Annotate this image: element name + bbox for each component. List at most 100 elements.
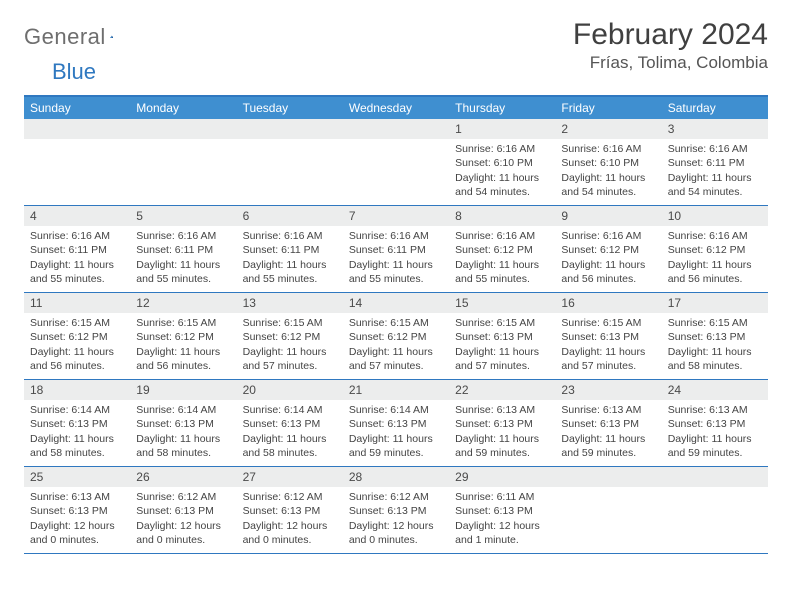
brand-part2: Blue [24, 59, 96, 85]
sunset-line: Sunset: 6:10 PM [455, 156, 549, 170]
day-cell: 9Sunrise: 6:16 AMSunset: 6:12 PMDaylight… [555, 206, 661, 292]
day-cell: 14Sunrise: 6:15 AMSunset: 6:12 PMDayligh… [343, 293, 449, 379]
day-number: 10 [662, 206, 768, 226]
day-details: Sunrise: 6:16 AMSunset: 6:10 PMDaylight:… [449, 139, 555, 205]
sunset-line: Sunset: 6:10 PM [561, 156, 655, 170]
day-number: 18 [24, 380, 130, 400]
day-details: Sunrise: 6:12 AMSunset: 6:13 PMDaylight:… [237, 487, 343, 553]
daylight-line: Daylight: 11 hours and 55 minutes. [349, 258, 443, 286]
day-number: 20 [237, 380, 343, 400]
daylight-line: Daylight: 11 hours and 57 minutes. [561, 345, 655, 373]
day-number: 6 [237, 206, 343, 226]
day-number [343, 119, 449, 139]
day-details: Sunrise: 6:15 AMSunset: 6:12 PMDaylight:… [237, 313, 343, 379]
weekday-header: Friday [555, 97, 661, 119]
sunset-line: Sunset: 6:13 PM [455, 504, 549, 518]
day-number: 28 [343, 467, 449, 487]
day-number: 25 [24, 467, 130, 487]
day-cell: 11Sunrise: 6:15 AMSunset: 6:12 PMDayligh… [24, 293, 130, 379]
day-number: 15 [449, 293, 555, 313]
sunrise-line: Sunrise: 6:15 AM [136, 316, 230, 330]
sunrise-line: Sunrise: 6:16 AM [136, 229, 230, 243]
sunset-line: Sunset: 6:13 PM [243, 504, 337, 518]
day-cell: 15Sunrise: 6:15 AMSunset: 6:13 PMDayligh… [449, 293, 555, 379]
day-number: 24 [662, 380, 768, 400]
sunset-line: Sunset: 6:12 PM [349, 330, 443, 344]
day-details: Sunrise: 6:13 AMSunset: 6:13 PMDaylight:… [449, 400, 555, 466]
sunrise-line: Sunrise: 6:16 AM [668, 142, 762, 156]
sunset-line: Sunset: 6:11 PM [243, 243, 337, 257]
day-number: 5 [130, 206, 236, 226]
day-details: Sunrise: 6:14 AMSunset: 6:13 PMDaylight:… [130, 400, 236, 466]
sunset-line: Sunset: 6:12 PM [243, 330, 337, 344]
day-number: 16 [555, 293, 661, 313]
daylight-line: Daylight: 12 hours and 0 minutes. [349, 519, 443, 547]
sunset-line: Sunset: 6:13 PM [30, 504, 124, 518]
daylight-line: Daylight: 12 hours and 0 minutes. [136, 519, 230, 547]
daylight-line: Daylight: 11 hours and 58 minutes. [136, 432, 230, 460]
sunset-line: Sunset: 6:13 PM [668, 417, 762, 431]
day-number: 12 [130, 293, 236, 313]
day-number: 26 [130, 467, 236, 487]
sunrise-line: Sunrise: 6:15 AM [561, 316, 655, 330]
day-details: Sunrise: 6:12 AMSunset: 6:13 PMDaylight:… [130, 487, 236, 553]
day-details: Sunrise: 6:14 AMSunset: 6:13 PMDaylight:… [343, 400, 449, 466]
sunrise-line: Sunrise: 6:13 AM [668, 403, 762, 417]
day-number [662, 467, 768, 487]
day-details: Sunrise: 6:16 AMSunset: 6:12 PMDaylight:… [662, 226, 768, 292]
day-details: Sunrise: 6:13 AMSunset: 6:13 PMDaylight:… [555, 400, 661, 466]
daylight-line: Daylight: 11 hours and 55 minutes. [30, 258, 124, 286]
daylight-line: Daylight: 11 hours and 57 minutes. [243, 345, 337, 373]
daylight-line: Daylight: 11 hours and 56 minutes. [136, 345, 230, 373]
day-details: Sunrise: 6:13 AMSunset: 6:13 PMDaylight:… [662, 400, 768, 466]
daylight-line: Daylight: 11 hours and 57 minutes. [349, 345, 443, 373]
day-cell: 1Sunrise: 6:16 AMSunset: 6:10 PMDaylight… [449, 119, 555, 205]
daylight-line: Daylight: 11 hours and 59 minutes. [668, 432, 762, 460]
sunset-line: Sunset: 6:13 PM [561, 330, 655, 344]
sunrise-line: Sunrise: 6:12 AM [136, 490, 230, 504]
day-cell: 27Sunrise: 6:12 AMSunset: 6:13 PMDayligh… [237, 467, 343, 553]
daylight-line: Daylight: 11 hours and 55 minutes. [455, 258, 549, 286]
day-number: 23 [555, 380, 661, 400]
day-cell: 28Sunrise: 6:12 AMSunset: 6:13 PMDayligh… [343, 467, 449, 553]
day-cell: 7Sunrise: 6:16 AMSunset: 6:11 PMDaylight… [343, 206, 449, 292]
sunrise-line: Sunrise: 6:16 AM [561, 142, 655, 156]
day-details: Sunrise: 6:12 AMSunset: 6:13 PMDaylight:… [343, 487, 449, 553]
sunset-line: Sunset: 6:13 PM [136, 417, 230, 431]
sunrise-line: Sunrise: 6:15 AM [243, 316, 337, 330]
daylight-line: Daylight: 11 hours and 58 minutes. [668, 345, 762, 373]
day-details: Sunrise: 6:15 AMSunset: 6:13 PMDaylight:… [662, 313, 768, 379]
day-cell: 5Sunrise: 6:16 AMSunset: 6:11 PMDaylight… [130, 206, 236, 292]
daylight-line: Daylight: 11 hours and 54 minutes. [561, 171, 655, 199]
sunset-line: Sunset: 6:13 PM [136, 504, 230, 518]
day-number: 17 [662, 293, 768, 313]
empty-cell [130, 119, 236, 205]
day-number: 13 [237, 293, 343, 313]
day-details: Sunrise: 6:15 AMSunset: 6:13 PMDaylight:… [555, 313, 661, 379]
daylight-line: Daylight: 11 hours and 56 minutes. [30, 345, 124, 373]
daylight-line: Daylight: 11 hours and 54 minutes. [455, 171, 549, 199]
sunrise-line: Sunrise: 6:16 AM [455, 229, 549, 243]
day-cell: 10Sunrise: 6:16 AMSunset: 6:12 PMDayligh… [662, 206, 768, 292]
sunrise-line: Sunrise: 6:16 AM [349, 229, 443, 243]
weekday-header: Monday [130, 97, 236, 119]
day-number: 22 [449, 380, 555, 400]
day-details: Sunrise: 6:16 AMSunset: 6:12 PMDaylight:… [555, 226, 661, 292]
day-details: Sunrise: 6:16 AMSunset: 6:11 PMDaylight:… [237, 226, 343, 292]
day-details: Sunrise: 6:13 AMSunset: 6:13 PMDaylight:… [24, 487, 130, 553]
sunset-line: Sunset: 6:13 PM [349, 504, 443, 518]
sunset-line: Sunset: 6:12 PM [668, 243, 762, 257]
sunrise-line: Sunrise: 6:16 AM [455, 142, 549, 156]
daylight-line: Daylight: 11 hours and 59 minutes. [455, 432, 549, 460]
day-cell: 8Sunrise: 6:16 AMSunset: 6:12 PMDaylight… [449, 206, 555, 292]
day-details: Sunrise: 6:16 AMSunset: 6:11 PMDaylight:… [130, 226, 236, 292]
sunrise-line: Sunrise: 6:14 AM [30, 403, 124, 417]
day-number: 1 [449, 119, 555, 139]
day-details: Sunrise: 6:16 AMSunset: 6:10 PMDaylight:… [555, 139, 661, 205]
day-cell: 19Sunrise: 6:14 AMSunset: 6:13 PMDayligh… [130, 380, 236, 466]
sunset-line: Sunset: 6:12 PM [136, 330, 230, 344]
sunrise-line: Sunrise: 6:14 AM [243, 403, 337, 417]
sunset-line: Sunset: 6:12 PM [561, 243, 655, 257]
day-cell: 26Sunrise: 6:12 AMSunset: 6:13 PMDayligh… [130, 467, 236, 553]
daylight-line: Daylight: 11 hours and 56 minutes. [668, 258, 762, 286]
